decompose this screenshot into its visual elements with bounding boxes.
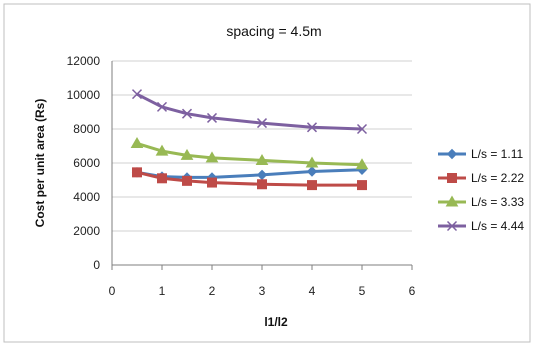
- legend-label: L/s = 4.44: [471, 219, 524, 233]
- legend-label: L/s = 2.22: [471, 171, 524, 185]
- data-point: [208, 178, 217, 187]
- y-axis-title: Cost per unit area (Rs): [33, 99, 47, 228]
- data-point: [183, 176, 192, 185]
- y-tick-label: 6000: [73, 156, 100, 170]
- legend-label: L/s = 1.11: [471, 147, 523, 161]
- x-axis-title: l1/l2: [264, 315, 288, 329]
- y-tick-label: 8000: [73, 122, 100, 136]
- x-tick-label: 4: [309, 284, 316, 298]
- x-tick-label: 1: [159, 284, 166, 298]
- x-tick-label: 3: [259, 284, 266, 298]
- data-point: [258, 180, 267, 189]
- x-tick-label: 2: [209, 284, 216, 298]
- legend-item: L/s = 2.22: [438, 171, 524, 185]
- y-tick-label: 12000: [67, 54, 101, 68]
- y-tick-label: 10000: [67, 88, 101, 102]
- data-point: [158, 174, 167, 183]
- y-tick-label: 4000: [73, 190, 100, 204]
- legend-swatch-marker: [448, 174, 457, 183]
- legend-label: L/s = 3.33: [471, 195, 524, 209]
- x-tick-label: 5: [359, 284, 366, 298]
- chart-title: spacing = 4.5m: [226, 23, 321, 39]
- y-tick-label: 2000: [73, 224, 100, 238]
- y-tick-label: 0: [93, 258, 100, 272]
- data-point: [358, 181, 367, 190]
- x-tick-label: 0: [109, 284, 116, 298]
- x-tick-label: 6: [409, 284, 416, 298]
- data-point: [133, 168, 142, 177]
- data-point: [308, 181, 317, 190]
